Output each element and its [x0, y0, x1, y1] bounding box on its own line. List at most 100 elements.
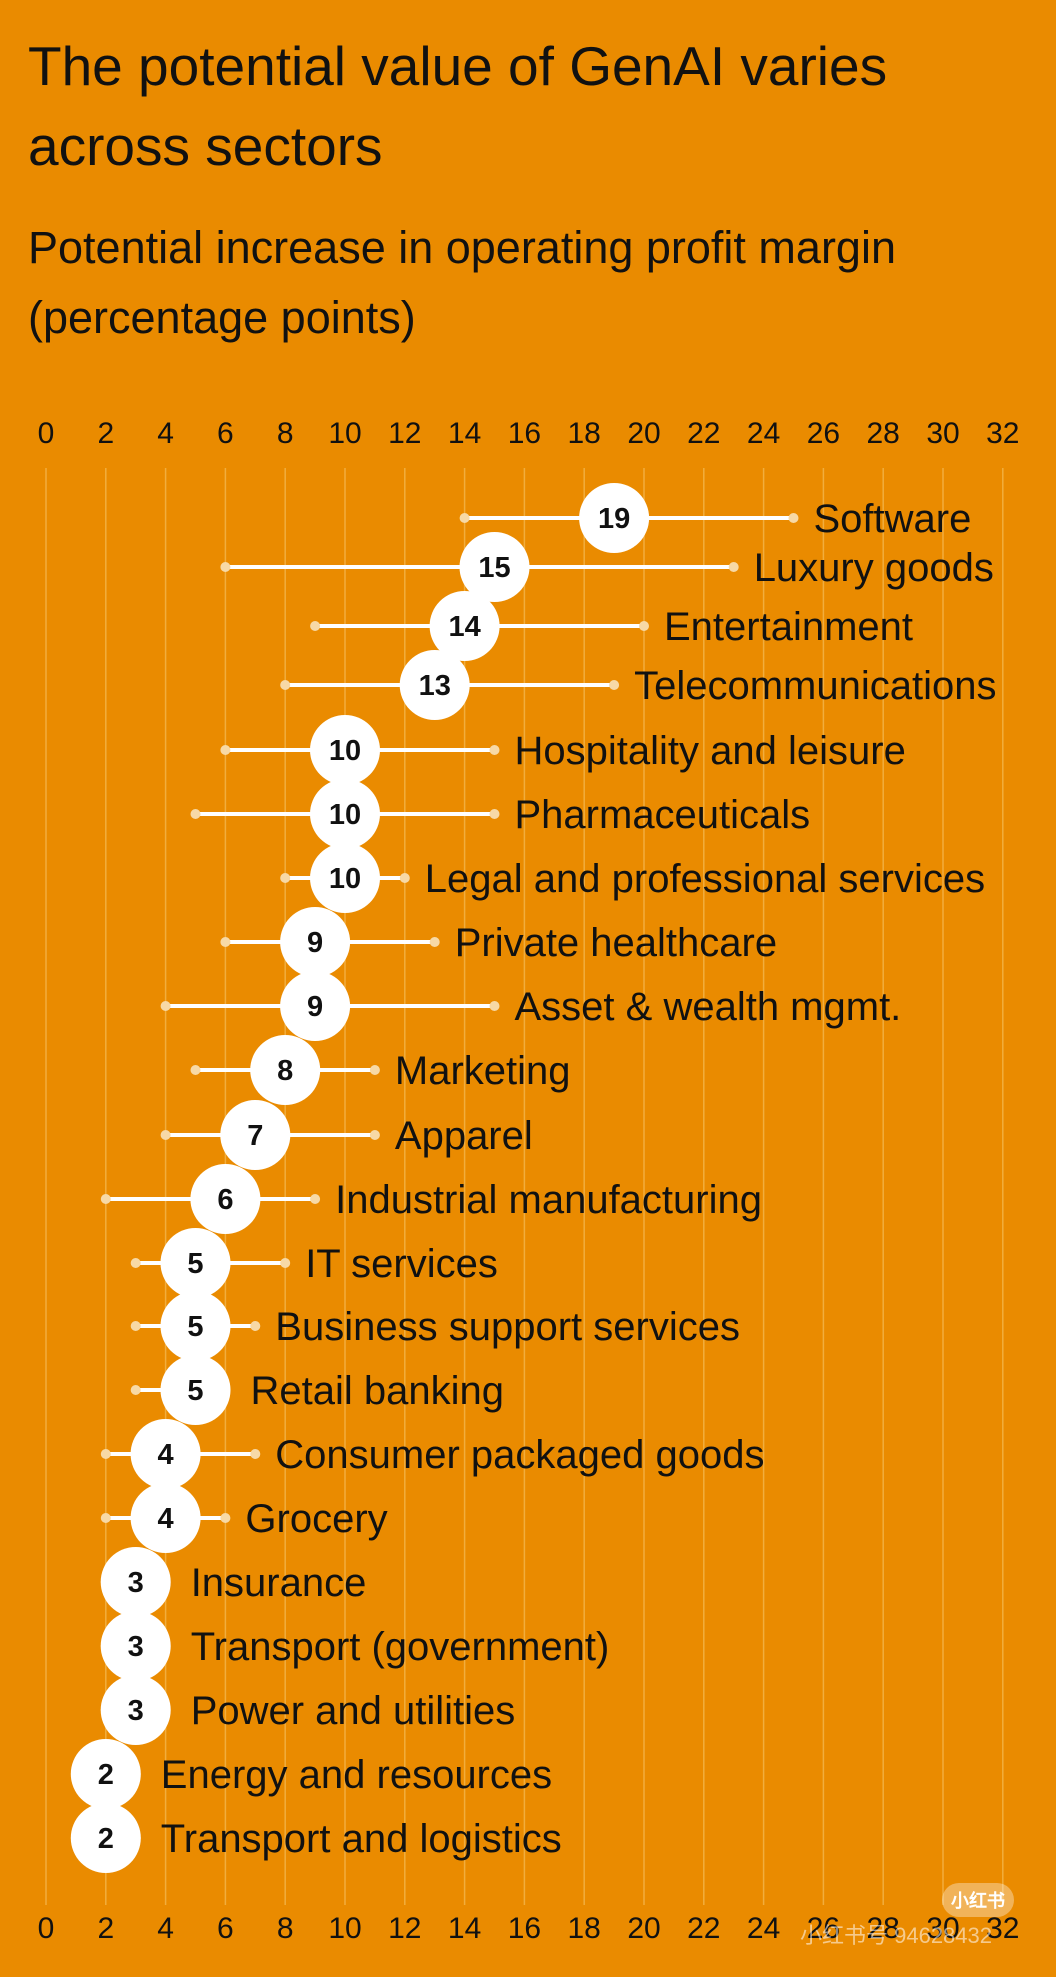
x-tick-label: 20 — [627, 417, 660, 450]
x-tick-label: 28 — [867, 417, 900, 450]
value-label: 10 — [329, 863, 361, 895]
range-max-dot — [399, 873, 410, 883]
x-tick-label: 16 — [508, 1912, 541, 1945]
x-tick-label: 2 — [97, 1912, 114, 1945]
value-label: 5 — [187, 1375, 203, 1407]
range-min-dot — [280, 873, 291, 883]
value-label: 13 — [419, 670, 451, 702]
x-tick-label: 8 — [277, 1912, 294, 1945]
value-label: 5 — [187, 1311, 203, 1343]
sector-label: Energy and resources — [161, 1753, 552, 1797]
range-min-dot — [130, 1385, 141, 1395]
value-label: 15 — [478, 552, 510, 584]
range-max-dot — [369, 1065, 380, 1075]
sector-label: Grocery — [245, 1497, 387, 1541]
sector-label: Entertainment — [664, 605, 913, 649]
range-min-dot — [220, 937, 231, 947]
x-tick-label: 6 — [217, 1912, 234, 1945]
range-min-dot — [100, 1194, 111, 1204]
value-marker — [250, 1035, 321, 1105]
x-tick-label: 14 — [448, 1912, 481, 1945]
x-tick-label: 4 — [157, 417, 174, 450]
range-min-dot — [160, 1001, 171, 1011]
data-row: 13 Telecommunications — [280, 650, 996, 720]
value-label: 7 — [247, 1120, 263, 1152]
value-label: 9 — [307, 927, 323, 959]
value-marker — [100, 1611, 171, 1681]
x-tick-label: 6 — [217, 417, 234, 450]
data-row: 10 Hospitality and leisure — [220, 715, 906, 785]
x-tick-label: 30 — [926, 1912, 959, 1945]
x-tick-label: 32 — [986, 1912, 1019, 1945]
data-row: 6 Industrial manufacturing — [100, 1164, 762, 1234]
sector-label: Business support services — [275, 1305, 740, 1349]
sector-label: Legal and professional services — [425, 857, 985, 901]
grid-lines — [45, 468, 1004, 1905]
data-row: 8 Marketing — [190, 1035, 571, 1105]
data-row: 9 Private healthcare — [220, 907, 777, 977]
x-tick-label: 16 — [508, 417, 541, 450]
range-max-dot — [728, 562, 739, 572]
x-tick-label: 0 — [38, 417, 55, 450]
bottom-axis: 0 2 4 6 8 10 12 14 16 18 20 22 24 26 28 30 32 — [38, 1912, 1020, 1945]
value-marker — [579, 483, 650, 553]
range-min-dot — [130, 1321, 141, 1331]
data-row: 3 Transport (government) — [100, 1611, 610, 1681]
range-max-dot — [489, 809, 500, 819]
x-tick-label: 10 — [328, 1912, 361, 1945]
value-label: 8 — [277, 1055, 293, 1087]
data-row: 5 Business support services — [130, 1291, 740, 1361]
value-marker — [190, 1164, 261, 1234]
data-row: 10 Pharmaceuticals — [190, 779, 810, 849]
value-marker — [399, 650, 470, 720]
x-tick-label: 12 — [388, 1912, 421, 1945]
value-label: 5 — [187, 1248, 203, 1280]
data-row: 2 Transport and logistics — [70, 1803, 562, 1873]
value-label: 4 — [158, 1503, 174, 1535]
data-row: 10 Legal and professional services — [280, 843, 985, 913]
value-label: 2 — [98, 1823, 114, 1855]
value-marker — [70, 1803, 141, 1873]
value-label: 10 — [329, 799, 361, 831]
data-row: 4 Grocery — [100, 1483, 388, 1553]
chart-title: The potential value of GenAI varies acro… — [28, 35, 888, 177]
value-label: 3 — [128, 1631, 144, 1663]
range-max-dot — [280, 1258, 291, 1268]
range-max-dot — [639, 621, 649, 631]
value-marker — [100, 1547, 171, 1617]
range-min-dot — [220, 745, 231, 755]
sector-label: Marketing — [395, 1049, 571, 1093]
range-max-dot — [788, 513, 799, 523]
value-label: 19 — [598, 503, 630, 535]
sector-label: Software — [814, 497, 972, 541]
x-tick-label: 18 — [568, 1912, 601, 1945]
x-tick-label: 20 — [627, 1912, 660, 1945]
range-min-dot — [130, 1258, 141, 1268]
value-marker — [459, 532, 530, 602]
sector-label: Luxury goods — [754, 546, 994, 590]
range-max-dot — [250, 1321, 261, 1331]
sector-label: Private healthcare — [455, 921, 777, 965]
value-label: 4 — [158, 1439, 174, 1471]
x-tick-label: 12 — [388, 417, 421, 450]
x-tick-label: 32 — [986, 417, 1019, 450]
data-row: 14 Entertainment — [310, 591, 913, 661]
x-tick-label: 4 — [157, 1912, 174, 1945]
data-row: 9 Asset & wealth mgmt. — [160, 971, 901, 1041]
x-tick-label: 24 — [747, 417, 780, 450]
data-row: 5 Retail banking — [130, 1355, 504, 1425]
x-tick-label: 24 — [747, 1912, 780, 1945]
x-tick-label: 26 — [807, 1912, 840, 1945]
top-axis: 0 2 4 6 8 10 12 14 16 18 20 22 24 26 28 30 32 — [38, 417, 1020, 450]
sector-label: Transport (government) — [191, 1625, 610, 1669]
range-min-dot — [160, 1130, 171, 1140]
sector-label: Consumer packaged goods — [275, 1433, 764, 1477]
data-row: 5 IT services — [130, 1228, 498, 1298]
range-max-dot — [489, 745, 500, 755]
x-tick-label: 26 — [807, 417, 840, 450]
value-label: 6 — [217, 1184, 233, 1216]
range-min-dot — [280, 680, 291, 690]
data-row: 3 Power and utilities — [100, 1675, 515, 1745]
value-marker — [70, 1739, 141, 1809]
